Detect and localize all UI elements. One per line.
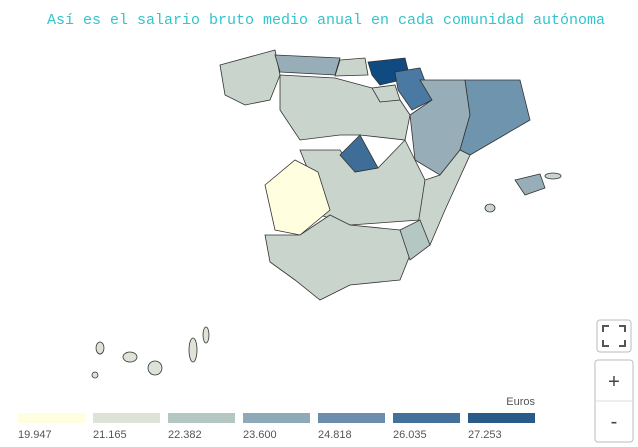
fullscreen-icon bbox=[602, 325, 626, 347]
map bbox=[91, 49, 562, 379]
region bbox=[91, 371, 99, 379]
region bbox=[484, 203, 496, 213]
region bbox=[147, 360, 163, 376]
legend-label: 24.818 bbox=[318, 429, 352, 441]
button-frame[interactable] bbox=[596, 319, 632, 353]
zoom-out[interactable]: - bbox=[611, 411, 618, 433]
legend-swatch bbox=[93, 413, 160, 423]
legend-swatch bbox=[243, 413, 310, 423]
legend-swatch bbox=[318, 413, 385, 423]
region bbox=[339, 134, 379, 173]
legend-swatch bbox=[168, 413, 235, 423]
region bbox=[334, 57, 369, 77]
region bbox=[264, 214, 411, 301]
region bbox=[544, 172, 562, 180]
region bbox=[459, 79, 531, 156]
region bbox=[279, 74, 411, 141]
legend-label: 23.600 bbox=[243, 429, 277, 441]
region bbox=[264, 159, 331, 236]
region bbox=[202, 326, 210, 344]
legend-label: 19.947 bbox=[18, 429, 52, 441]
zoom-in[interactable]: + bbox=[608, 371, 620, 393]
region bbox=[95, 341, 105, 355]
fullscreen-button[interactable] bbox=[596, 319, 632, 353]
region bbox=[122, 351, 138, 363]
title: Así es el salario bruto medio anual en c… bbox=[47, 12, 605, 29]
region bbox=[394, 67, 433, 111]
legend-unit: Euros bbox=[506, 396, 535, 408]
legend-swatch bbox=[393, 413, 460, 423]
legend-label: 26.035 bbox=[393, 429, 427, 441]
legend-swatch bbox=[18, 413, 85, 423]
region bbox=[219, 49, 281, 106]
region bbox=[188, 337, 198, 363]
legend-label: 27.253 bbox=[468, 429, 502, 441]
region bbox=[274, 54, 341, 76]
region bbox=[371, 84, 401, 103]
region bbox=[417, 149, 471, 246]
legend-label: 22.382 bbox=[168, 429, 202, 441]
legend-swatch bbox=[468, 413, 535, 423]
region bbox=[399, 219, 431, 261]
region bbox=[514, 173, 546, 196]
legend-label: 21.165 bbox=[93, 429, 127, 441]
